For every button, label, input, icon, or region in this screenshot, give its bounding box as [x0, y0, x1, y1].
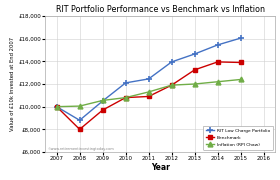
Inflation (RPI Chaw): [124, 96, 127, 99]
Benchmark: [101, 109, 104, 111]
Title: RIT Portfolio Performance vs Benchmark vs Inflation: RIT Portfolio Performance vs Benchmark v…: [56, 5, 265, 14]
RIT Low Charge Portfolio: [78, 119, 81, 121]
RIT Low Charge Portfolio: [55, 106, 58, 108]
Inflation (RPI Chaw): [78, 105, 81, 107]
Benchmark: [147, 95, 150, 98]
Benchmark: [239, 61, 242, 64]
Benchmark: [193, 69, 196, 71]
RIT Low Charge Portfolio: [170, 61, 173, 63]
Text: ©www.retirementinvestingtoday.com: ©www.retirementinvestingtoday.com: [47, 147, 114, 151]
RIT Low Charge Portfolio: [147, 78, 150, 80]
RIT Low Charge Portfolio: [239, 37, 242, 39]
RIT Low Charge Portfolio: [101, 100, 104, 102]
Line: Benchmark: Benchmark: [55, 60, 243, 131]
Inflation (RPI Chaw): [193, 83, 196, 85]
Inflation (RPI Chaw): [101, 99, 104, 102]
Benchmark: [170, 84, 173, 86]
Inflation (RPI Chaw): [216, 81, 219, 83]
RIT Low Charge Portfolio: [193, 53, 196, 55]
Line: RIT Low Charge Portfolio: RIT Low Charge Portfolio: [53, 35, 244, 124]
Inflation (RPI Chaw): [55, 106, 58, 108]
RIT Low Charge Portfolio: [124, 82, 127, 84]
Y-axis label: Value of £10k Invested at End 2007: Value of £10k Invested at End 2007: [10, 37, 15, 131]
Inflation (RPI Chaw): [170, 84, 173, 86]
Benchmark: [124, 96, 127, 99]
Benchmark: [55, 106, 58, 108]
Line: Inflation (RPI Chaw): Inflation (RPI Chaw): [54, 77, 243, 109]
RIT Low Charge Portfolio: [216, 44, 219, 46]
Legend: RIT Low Charge Portfolio, Benchmark, Inflation (RPI Chaw): RIT Low Charge Portfolio, Benchmark, Inf…: [203, 126, 273, 150]
X-axis label: Year: Year: [151, 163, 170, 172]
Inflation (RPI Chaw): [147, 91, 150, 93]
Benchmark: [216, 61, 219, 63]
Benchmark: [78, 128, 81, 130]
Inflation (RPI Chaw): [239, 78, 242, 81]
